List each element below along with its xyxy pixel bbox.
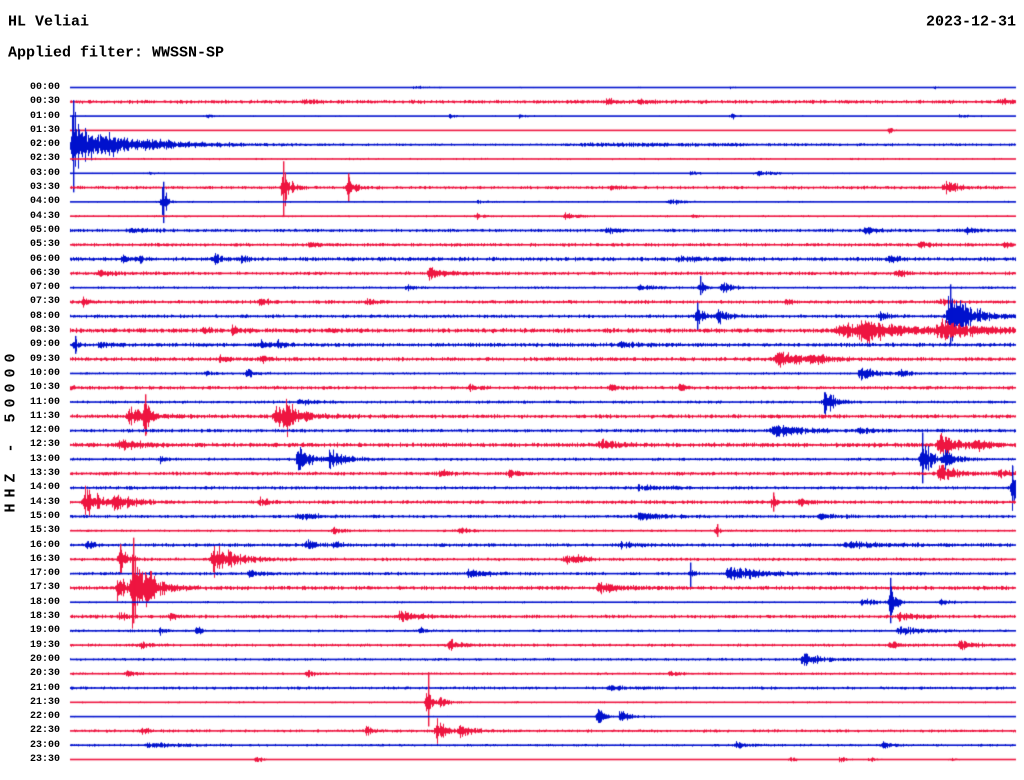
helicorder-page: HL Veliai 2023-12-31 Applied filter: WWS…	[0, 0, 1024, 780]
seismogram-traces	[0, 0, 1024, 780]
